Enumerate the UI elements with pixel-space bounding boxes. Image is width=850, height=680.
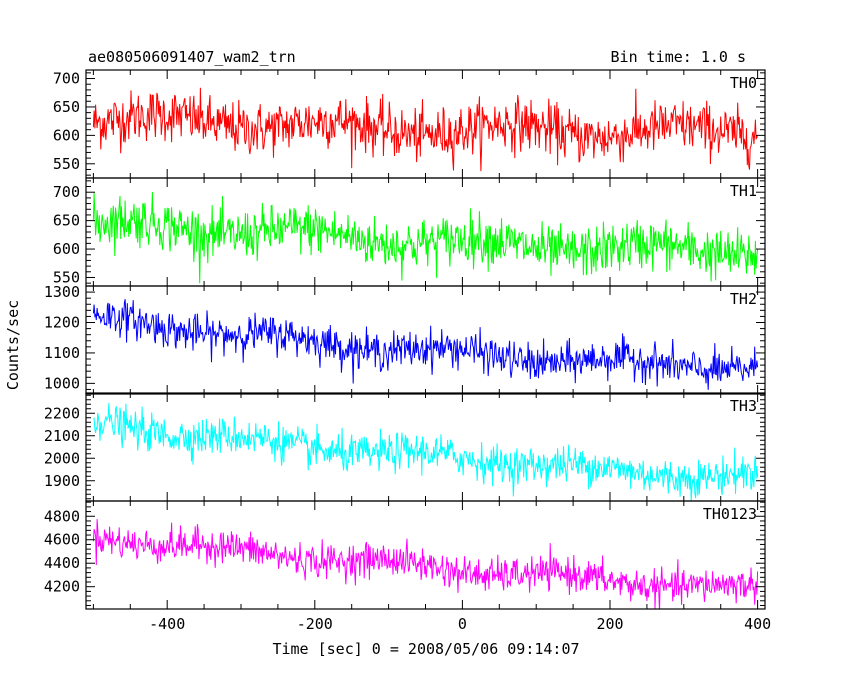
panel-label-th1: TH1 [730, 182, 757, 200]
y-tick-label-th0: 550 [53, 155, 80, 173]
y-tick-label-th0123: 4800 [44, 507, 80, 525]
y-tick-label-th3: 2200 [44, 404, 80, 422]
y-tick-label-th1: 600 [53, 240, 80, 258]
panel-th0: TH0 550 600 650 700 [53, 69, 766, 179]
y-tick-label-th2: 1200 [44, 314, 80, 332]
y-tick-label-th0123: 4200 [44, 578, 80, 596]
x-tick-label: 0 [458, 615, 467, 633]
panel-label-th0: TH0 [730, 74, 757, 92]
y-tick-label-th3: 2100 [44, 427, 80, 445]
series-line-th0 [92, 87, 759, 172]
panel-th2: TH2 1000 1100 1200 1300 [44, 283, 766, 395]
series-line-th1 [92, 191, 759, 284]
x-tick-label: 200 [596, 615, 623, 633]
panel-frame-th0123 [85, 500, 766, 610]
panel-frame-th1 [85, 177, 766, 287]
y-tick-label-th2: 1100 [44, 344, 80, 362]
panel-th0123: TH0123 4200 4400 4600 4800 [44, 500, 766, 610]
series-line-th0123 [92, 519, 759, 609]
bin-time-label: Bin time: 1.0 s [611, 48, 746, 66]
y-tick-label-th2: 1000 [44, 374, 80, 392]
panel-label-th3: TH3 [730, 397, 757, 415]
y-tick-label-th1: 650 [53, 212, 80, 230]
panel-label-th2: TH2 [730, 290, 757, 308]
y-tick-label-th0: 600 [53, 126, 80, 144]
x-tick-label: -400 [149, 615, 185, 633]
panel-th1: TH1 550 600 650 700 [53, 177, 766, 287]
y-tick-label-th0: 650 [53, 98, 80, 116]
y-tick-label-th1: 700 [53, 183, 80, 201]
y-tick-label-th1: 550 [53, 268, 80, 286]
x-axis-label: Time [sec] 0 = 2008/05/06 09:14:07 [272, 640, 579, 658]
y-tick-label-th3: 2000 [44, 449, 80, 467]
series-line-th2 [92, 299, 759, 390]
x-tick-label: -200 [297, 615, 333, 633]
y-axis-label: Counts/sec [4, 300, 22, 390]
series-line-th3 [93, 402, 759, 501]
y-tick-label-th0123: 4400 [44, 554, 80, 572]
y-tick-label-th0123: 4600 [44, 531, 80, 549]
panel-th3: TH3 1900 2000 2100 2200 [44, 392, 766, 502]
y-tick-label-th0: 700 [53, 70, 80, 88]
panels-group: TH0 550 600 650 700 TH1 550 600 650 700 TH2 1000 110… [44, 69, 766, 610]
y-tick-label-th2: 1300 [44, 283, 80, 301]
x-tick-label: 400 [744, 615, 771, 633]
y-tick-label-th3: 1900 [44, 472, 80, 490]
chart-title: ae080506091407_wam2_trn [88, 48, 296, 66]
panel-label-th0123: TH0123 [703, 505, 757, 523]
x-tick-labels: -400 -200 0 200 400 [149, 615, 771, 633]
